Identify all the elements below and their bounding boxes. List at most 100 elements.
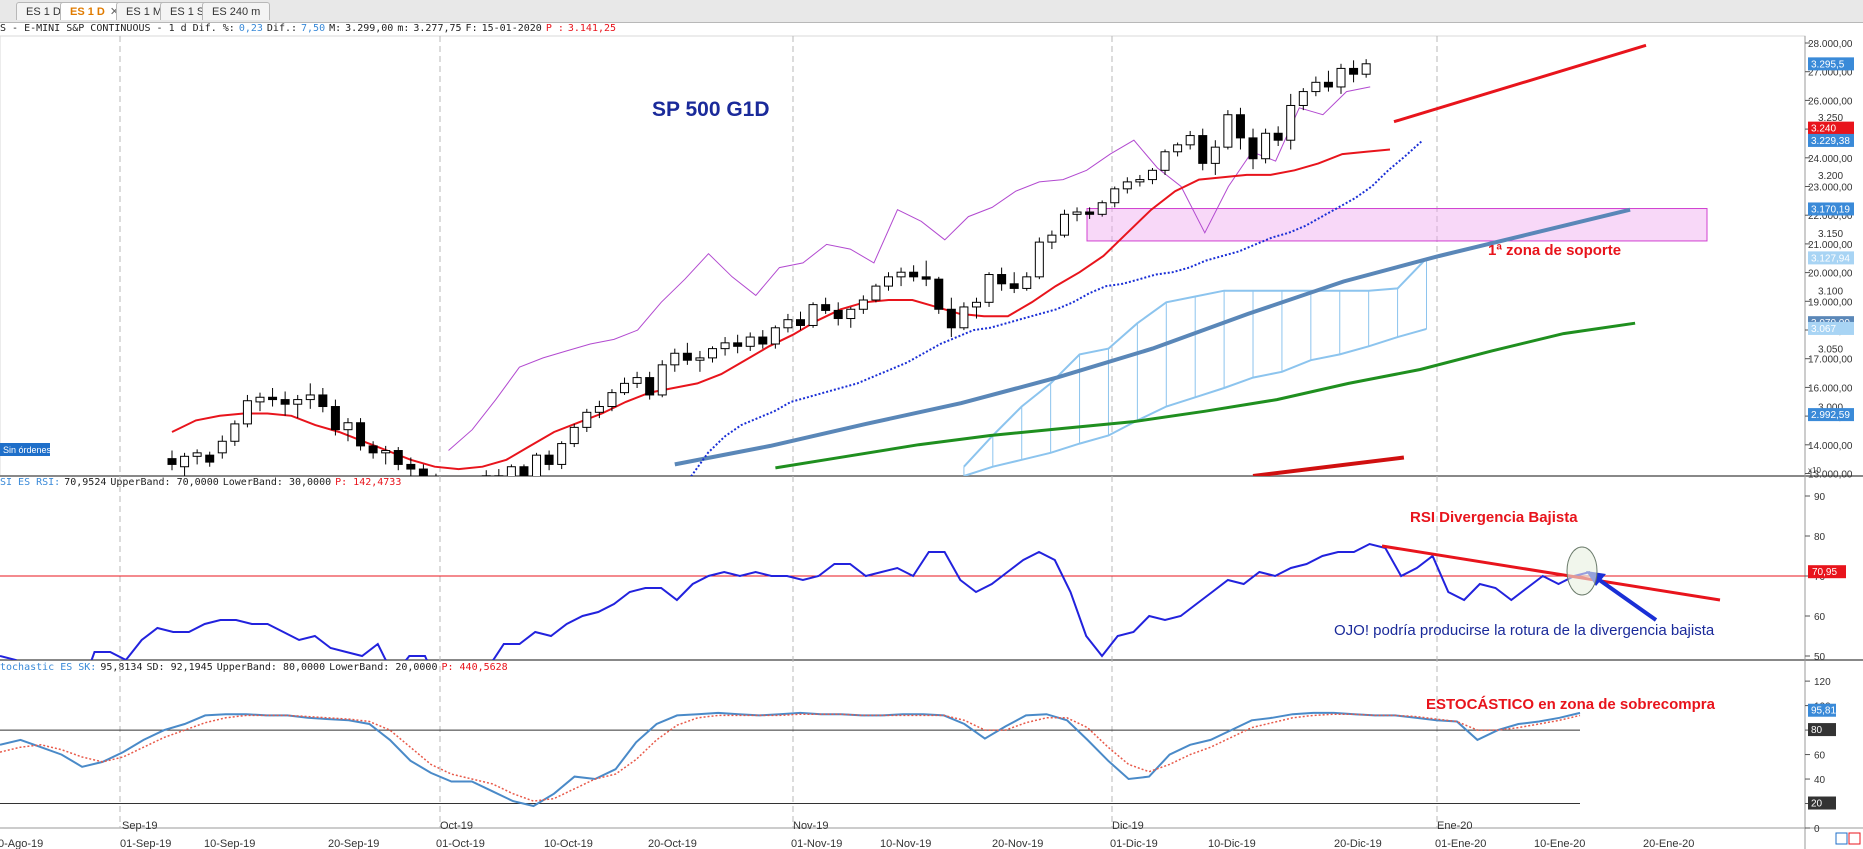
candle[interactable] [1122, 181, 1132, 190]
candle[interactable] [519, 466, 529, 484]
candle[interactable] [381, 450, 391, 454]
candle[interactable] [745, 336, 755, 347]
candle[interactable] [1147, 169, 1157, 181]
candle[interactable] [1336, 67, 1346, 88]
candle[interactable] [858, 299, 868, 310]
candle[interactable] [909, 271, 919, 278]
candle[interactable] [167, 458, 177, 465]
candle[interactable] [934, 278, 944, 310]
candle[interactable] [1298, 91, 1308, 106]
candle[interactable] [670, 352, 680, 366]
close-icon[interactable]: ✕ [109, 6, 120, 18]
candle[interactable] [971, 301, 981, 308]
candle[interactable] [280, 399, 290, 405]
candle[interactable] [682, 352, 692, 361]
candle[interactable] [1286, 104, 1296, 141]
candle[interactable] [1235, 114, 1245, 139]
candle[interactable] [1261, 132, 1271, 160]
candle[interactable] [582, 411, 592, 428]
candle[interactable] [406, 463, 416, 470]
candle[interactable] [1160, 151, 1170, 171]
candle[interactable] [242, 400, 252, 425]
candle[interactable] [192, 452, 202, 457]
layout-icon[interactable] [1848, 832, 1861, 845]
candle[interactable] [1210, 146, 1220, 164]
candle[interactable] [506, 466, 516, 480]
candle[interactable] [1072, 211, 1082, 215]
tab-es-1d-a[interactable]: ES 1 D [16, 2, 71, 20]
candle[interactable] [268, 396, 278, 401]
candle[interactable] [1185, 135, 1195, 146]
candle[interactable] [770, 327, 780, 345]
candle[interactable] [293, 399, 303, 405]
candle[interactable] [205, 454, 215, 463]
candle[interactable] [1110, 188, 1120, 204]
candle[interactable] [330, 406, 340, 431]
sin-ordenes-badge[interactable] [0, 443, 50, 456]
candle[interactable] [393, 450, 403, 465]
candle[interactable] [896, 271, 906, 278]
candle[interactable] [305, 394, 315, 401]
candle[interactable] [833, 309, 843, 320]
candle[interactable] [657, 364, 667, 396]
candle[interactable] [1047, 234, 1057, 243]
candle[interactable] [457, 504, 465, 538]
candle[interactable] [1173, 144, 1183, 153]
candle[interactable] [1198, 135, 1208, 164]
candle[interactable] [1085, 211, 1095, 215]
candle[interactable] [783, 319, 793, 329]
candle[interactable] [1135, 179, 1145, 183]
candle[interactable] [1323, 81, 1333, 88]
tab-es-240m[interactable]: ES 240 m [202, 2, 271, 20]
candle[interactable] [230, 423, 240, 442]
candle[interactable] [997, 274, 1007, 285]
candle[interactable] [645, 377, 655, 396]
candle[interactable] [620, 382, 630, 394]
candle[interactable] [418, 468, 428, 482]
candle[interactable] [1059, 213, 1069, 236]
candle[interactable] [180, 455, 190, 468]
candle[interactable] [1022, 276, 1032, 289]
candle[interactable] [1034, 241, 1044, 278]
candle[interactable] [1223, 114, 1233, 148]
candle[interactable] [432, 482, 440, 509]
candle[interactable] [632, 377, 642, 384]
candle[interactable] [594, 406, 604, 413]
candle[interactable] [356, 422, 366, 447]
tab-es-1d-active[interactable]: ES 1 D ✕ [60, 2, 130, 20]
candle[interactable] [959, 306, 969, 329]
candle[interactable] [544, 454, 554, 465]
candle[interactable] [318, 394, 328, 408]
candle[interactable] [445, 508, 453, 537]
candle[interactable] [557, 443, 567, 465]
tab-es-1m[interactable]: ES 1 M [116, 2, 173, 20]
candle[interactable] [607, 392, 617, 408]
candle[interactable] [343, 422, 353, 431]
candle[interactable] [821, 304, 831, 311]
candle[interactable] [1009, 283, 1019, 289]
candle[interactable] [368, 445, 378, 454]
candle[interactable] [946, 308, 956, 329]
candle[interactable] [708, 348, 718, 359]
candle[interactable] [846, 308, 856, 320]
candle[interactable] [532, 454, 542, 484]
candle[interactable] [733, 342, 743, 347]
candle[interactable] [883, 276, 893, 287]
candle[interactable] [1361, 63, 1371, 75]
candle[interactable] [720, 342, 730, 350]
candle[interactable] [1349, 67, 1359, 75]
candle[interactable] [1097, 202, 1107, 215]
candle[interactable] [569, 426, 579, 445]
candle[interactable] [695, 357, 705, 361]
candle[interactable] [984, 274, 994, 303]
candle[interactable] [758, 336, 768, 345]
candle[interactable] [217, 440, 227, 454]
candle[interactable] [871, 285, 881, 301]
candle[interactable] [796, 319, 805, 326]
candle[interactable] [255, 396, 265, 403]
candle[interactable] [470, 482, 478, 504]
candle[interactable] [921, 276, 931, 280]
candle[interactable] [808, 304, 818, 326]
candle[interactable] [1248, 137, 1258, 160]
